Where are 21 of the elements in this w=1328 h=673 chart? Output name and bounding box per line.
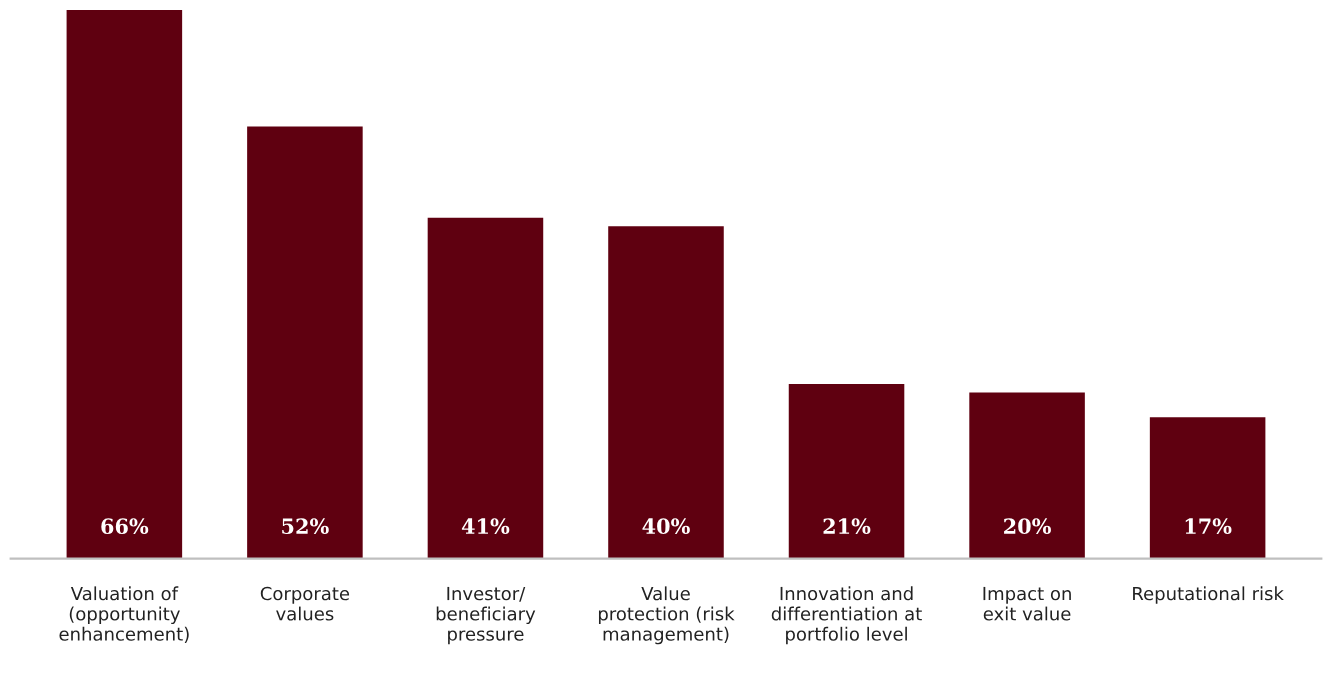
bar [1149,417,1266,559]
x-tick-label: Valuation of (opportunity enhancement) [59,586,189,643]
x-tick-label: Corporate values [260,586,350,621]
data-label: 20% [1004,518,1051,535]
x-tick-label: Innovation and differentiation at portfolio level [771,586,922,645]
bar [427,217,544,559]
bar [66,10,183,559]
data-label: 52% [282,518,329,535]
data-label: 41% [461,518,510,535]
x-tick-label: Impact on exit value [983,586,1071,621]
x-tick-label: Reputational risk [1133,586,1284,604]
bar [788,384,905,559]
bar [969,392,1085,559]
data-label: 40% [642,518,690,535]
x-tick-label: Value protection (risk management) [598,586,735,645]
x-tick-label: Investor/ beneficiary pressure [436,586,536,645]
bar [608,226,724,559]
bar [247,126,363,559]
data-label: 21% [823,518,871,535]
data-label: 66% [101,518,149,535]
data-label: 17% [1185,518,1232,535]
